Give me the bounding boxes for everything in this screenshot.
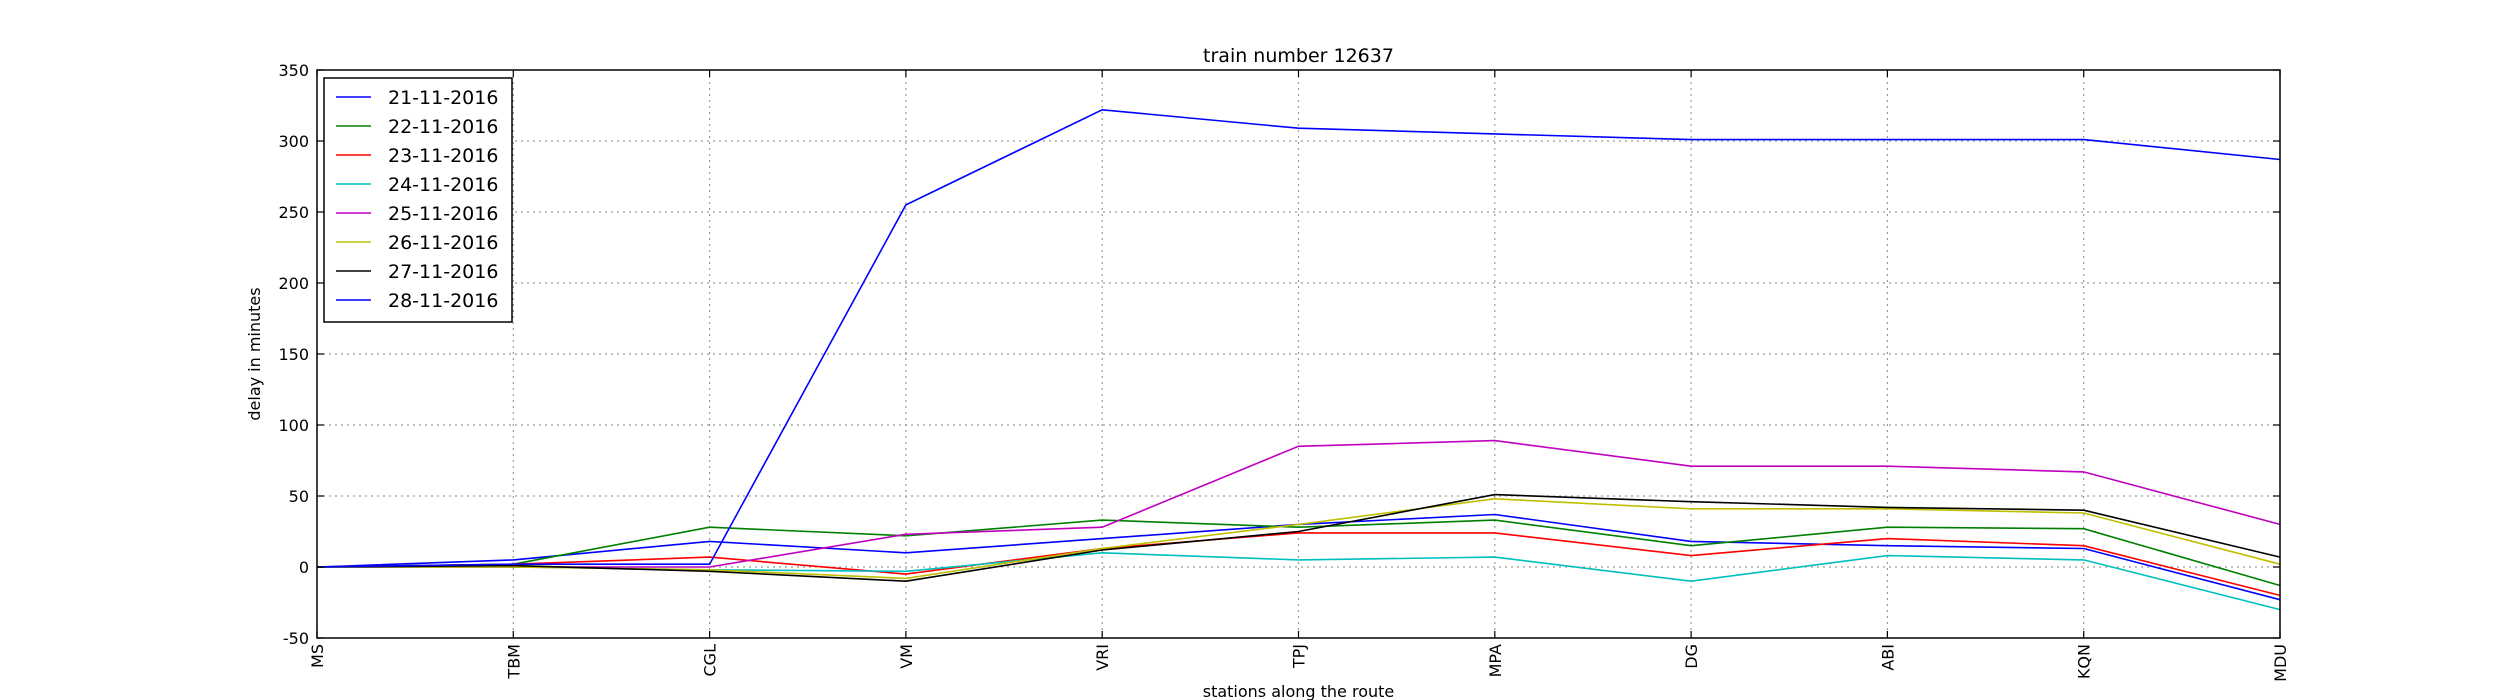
x-tick-label: MDU xyxy=(2271,644,2290,682)
x-tick-label: CGL xyxy=(701,644,720,677)
series-lines xyxy=(316,108,2281,611)
legend-entry: 23-11-2016 xyxy=(388,145,498,167)
series-line-22-11-2016 xyxy=(316,519,2281,587)
x-tick-label: TPJ xyxy=(1290,644,1309,669)
x-tick-label: KQN xyxy=(2075,644,2094,679)
legend-entry: 25-11-2016 xyxy=(388,203,498,225)
series-line-23-11-2016 xyxy=(316,532,2281,597)
y-tick-label: -50 xyxy=(283,629,309,648)
y-tick-label: 350 xyxy=(278,61,309,80)
y-tick-label: 50 xyxy=(289,487,309,506)
y-tick-label: 100 xyxy=(278,416,309,435)
chart-title: train number 12637 xyxy=(1203,45,1394,67)
x-tick-label: TBM xyxy=(504,644,523,680)
x-tick-label: VM xyxy=(897,644,916,669)
y-tick-label: 0 xyxy=(299,558,309,577)
legend-entry: 27-11-2016 xyxy=(388,261,498,283)
legend-entry: 28-11-2016 xyxy=(388,290,498,312)
series-line-25-11-2016 xyxy=(317,439,2281,568)
legend-entry: 21-11-2016 xyxy=(388,87,498,109)
legend-box xyxy=(323,77,513,323)
series-line-27-11-2016 xyxy=(316,493,2281,583)
x-tick-label: DG xyxy=(1682,644,1701,669)
grid-lines xyxy=(317,70,2280,638)
legend-entry: 26-11-2016 xyxy=(388,232,498,254)
x-axis-ticks: MS TBM CGL VM VRI TPJ MPA DG ABI KQN MDU xyxy=(308,70,2290,682)
y-axis-label: delay in minutes xyxy=(245,287,264,420)
x-tick-label: MS xyxy=(308,644,327,668)
x-tick-label: VRI xyxy=(1093,644,1112,671)
x-tick-label: ABI xyxy=(1878,644,1897,671)
legend: 21-11-2016 22-11-2016 23-11-2016 24-11-2016… xyxy=(323,77,513,323)
y-tick-label: 150 xyxy=(278,345,309,364)
y-tick-label: 200 xyxy=(278,274,309,293)
series-line-28-11-2016 xyxy=(316,108,2281,568)
x-tick-label: MPA xyxy=(1486,644,1505,677)
y-tick-label: 300 xyxy=(278,132,309,151)
y-axis-ticks: -50 0 50 100 150 200 250 300 350 xyxy=(278,61,2280,648)
legend-entry: 24-11-2016 xyxy=(388,174,498,196)
x-axis-label: stations along the route xyxy=(1203,682,1395,700)
y-tick-label: 250 xyxy=(278,203,309,222)
legend-entry: 22-11-2016 xyxy=(388,116,498,138)
